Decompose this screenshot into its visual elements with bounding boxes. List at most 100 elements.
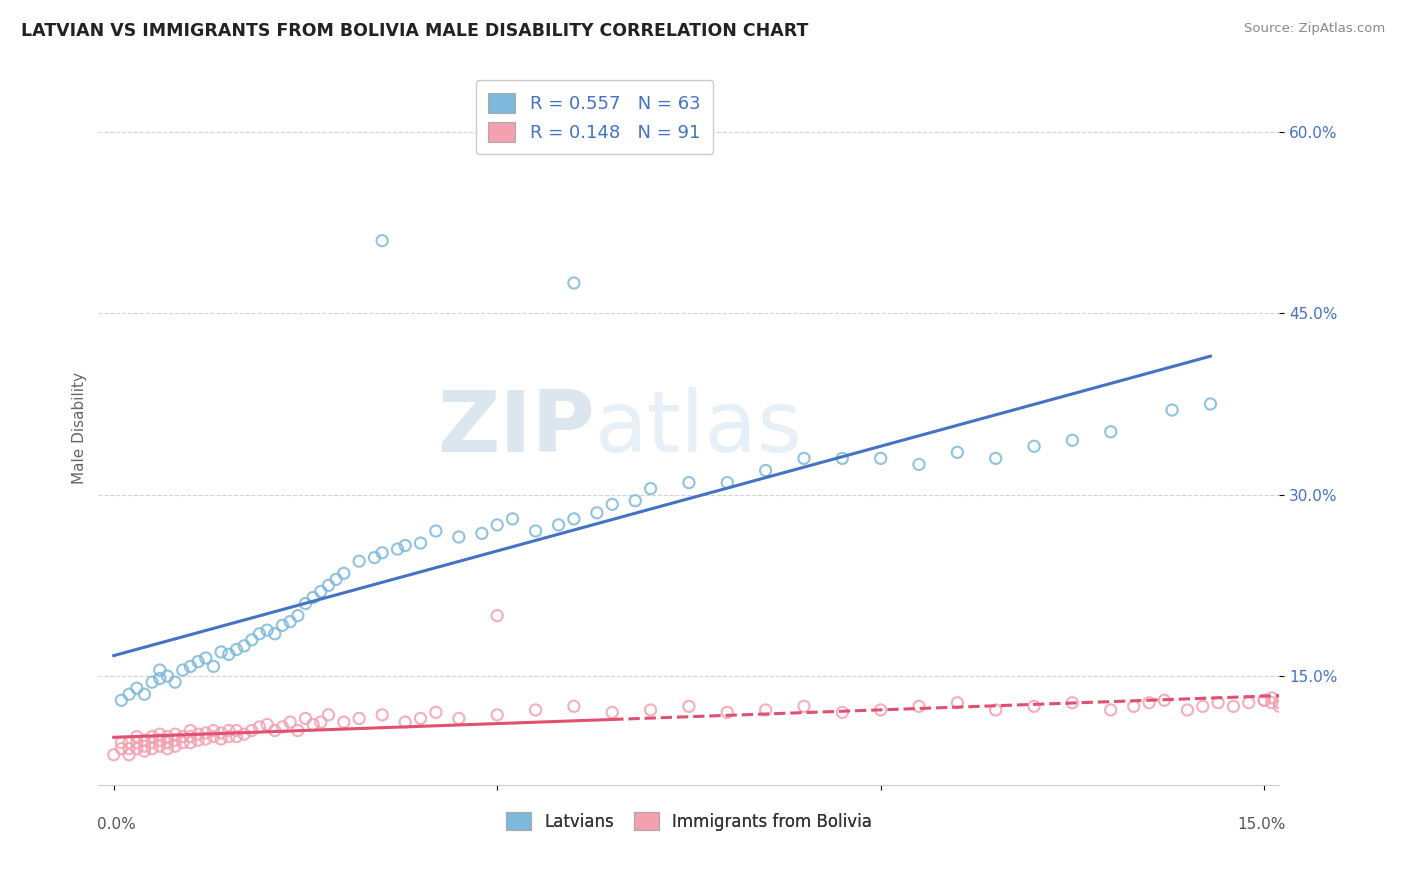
Point bbox=[793, 699, 815, 714]
Point bbox=[1177, 703, 1199, 717]
Point bbox=[141, 741, 163, 756]
Point bbox=[486, 517, 509, 532]
Point bbox=[256, 623, 278, 637]
Point bbox=[202, 730, 225, 744]
Legend: Latvians, Immigrants from Bolivia: Latvians, Immigrants from Bolivia bbox=[496, 802, 882, 841]
Point bbox=[103, 747, 125, 762]
Point bbox=[194, 731, 217, 746]
Point bbox=[1253, 693, 1275, 707]
Point bbox=[141, 675, 163, 690]
Point bbox=[309, 584, 332, 599]
Point bbox=[240, 632, 263, 647]
Point bbox=[1161, 403, 1184, 417]
Point bbox=[156, 730, 179, 744]
Point bbox=[118, 741, 141, 756]
Point bbox=[394, 714, 416, 729]
Point bbox=[984, 451, 1007, 466]
Point bbox=[831, 706, 853, 720]
Point bbox=[110, 741, 132, 756]
Point bbox=[302, 717, 325, 731]
Point bbox=[179, 723, 201, 738]
Point bbox=[333, 566, 356, 581]
Point bbox=[179, 659, 201, 673]
Point bbox=[1268, 696, 1291, 710]
Point bbox=[984, 703, 1007, 717]
Point bbox=[586, 506, 609, 520]
Point bbox=[225, 723, 247, 738]
Point bbox=[218, 648, 240, 662]
Point bbox=[1261, 690, 1284, 705]
Point bbox=[156, 736, 179, 750]
Point bbox=[134, 739, 156, 754]
Point bbox=[165, 739, 187, 754]
Point bbox=[125, 730, 148, 744]
Point bbox=[524, 703, 547, 717]
Point bbox=[409, 536, 432, 550]
Point bbox=[394, 539, 416, 553]
Point bbox=[125, 681, 148, 696]
Point bbox=[1153, 693, 1175, 707]
Point bbox=[256, 717, 278, 731]
Point bbox=[363, 550, 385, 565]
Point bbox=[294, 711, 316, 725]
Point bbox=[202, 659, 225, 673]
Point bbox=[263, 723, 285, 738]
Point bbox=[1268, 699, 1291, 714]
Point bbox=[347, 711, 370, 725]
Point bbox=[471, 526, 494, 541]
Point bbox=[318, 578, 340, 592]
Point bbox=[278, 615, 301, 629]
Point bbox=[640, 482, 662, 496]
Point bbox=[118, 687, 141, 701]
Point bbox=[371, 707, 394, 722]
Point bbox=[179, 730, 201, 744]
Point bbox=[908, 458, 931, 472]
Point bbox=[755, 703, 778, 717]
Point bbox=[447, 711, 470, 725]
Point bbox=[409, 711, 432, 725]
Point bbox=[1099, 703, 1122, 717]
Point bbox=[502, 512, 524, 526]
Point bbox=[425, 524, 447, 538]
Point bbox=[716, 706, 738, 720]
Point bbox=[294, 597, 316, 611]
Point bbox=[600, 497, 623, 511]
Point bbox=[149, 739, 172, 754]
Point bbox=[325, 572, 347, 586]
Text: 0.0%: 0.0% bbox=[97, 817, 136, 832]
Point bbox=[194, 726, 217, 740]
Point bbox=[165, 733, 187, 747]
Point bbox=[1062, 434, 1084, 448]
Point bbox=[156, 669, 179, 683]
Point bbox=[141, 736, 163, 750]
Point bbox=[149, 727, 172, 741]
Point bbox=[869, 703, 891, 717]
Point bbox=[1099, 425, 1122, 439]
Point bbox=[1022, 699, 1045, 714]
Point bbox=[141, 730, 163, 744]
Point bbox=[271, 618, 294, 632]
Point bbox=[562, 276, 585, 290]
Point bbox=[165, 675, 187, 690]
Point bbox=[187, 727, 209, 741]
Point bbox=[218, 723, 240, 738]
Point bbox=[165, 727, 187, 741]
Point bbox=[156, 741, 179, 756]
Point bbox=[202, 723, 225, 738]
Point bbox=[149, 672, 172, 686]
Point bbox=[209, 731, 232, 746]
Point bbox=[134, 687, 156, 701]
Point bbox=[218, 730, 240, 744]
Point bbox=[172, 730, 194, 744]
Point bbox=[225, 730, 247, 744]
Point bbox=[1253, 693, 1275, 707]
Point bbox=[249, 627, 271, 641]
Point bbox=[271, 720, 294, 734]
Point bbox=[225, 642, 247, 657]
Point bbox=[371, 546, 394, 560]
Point bbox=[678, 699, 700, 714]
Text: LATVIAN VS IMMIGRANTS FROM BOLIVIA MALE DISABILITY CORRELATION CHART: LATVIAN VS IMMIGRANTS FROM BOLIVIA MALE … bbox=[21, 22, 808, 40]
Point bbox=[347, 554, 370, 568]
Point bbox=[134, 733, 156, 747]
Point bbox=[318, 707, 340, 722]
